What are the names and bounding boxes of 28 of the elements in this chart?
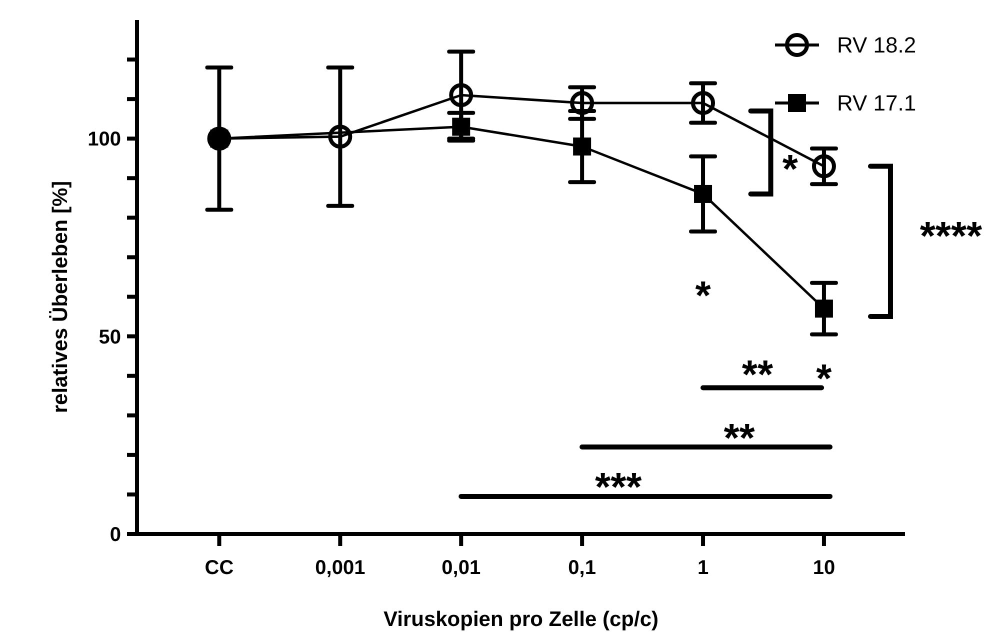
point bbox=[573, 138, 592, 156]
point bbox=[449, 83, 474, 108]
x-tick-label: 10 bbox=[812, 557, 836, 579]
x-tick-label: 0,01 bbox=[442, 557, 481, 579]
annotation: * bbox=[816, 356, 832, 401]
x-tick-label: 1 bbox=[697, 557, 709, 579]
point bbox=[328, 124, 352, 149]
annotation: ** ** bbox=[724, 353, 774, 460]
point bbox=[570, 91, 594, 116]
annotation: * bbox=[782, 147, 798, 192]
point bbox=[694, 184, 712, 203]
annotation: * bbox=[695, 274, 712, 318]
point bbox=[812, 154, 836, 178]
text: **** bbox=[920, 214, 982, 259]
point bbox=[691, 91, 716, 116]
y-axis-title: relatives Überleben [%] bbox=[49, 180, 72, 414]
legend-label: RV 17.1 bbox=[837, 90, 916, 116]
x-axis-title: Viruskopien pro Zelle (cp/c) bbox=[383, 608, 659, 631]
point bbox=[452, 118, 470, 136]
annotation: *** bbox=[595, 466, 642, 510]
x-tick-label: 0,1 bbox=[568, 557, 596, 579]
x-tick-label: CC bbox=[204, 557, 234, 579]
legend-label: RV 18.2 bbox=[837, 32, 916, 58]
y-tick-label: 50 bbox=[98, 326, 121, 348]
x-tick-label: 0,001 bbox=[315, 557, 366, 579]
y-tick-label: 0 bbox=[110, 524, 121, 546]
point bbox=[814, 300, 833, 318]
y-tick-label: 100 bbox=[88, 128, 121, 151]
